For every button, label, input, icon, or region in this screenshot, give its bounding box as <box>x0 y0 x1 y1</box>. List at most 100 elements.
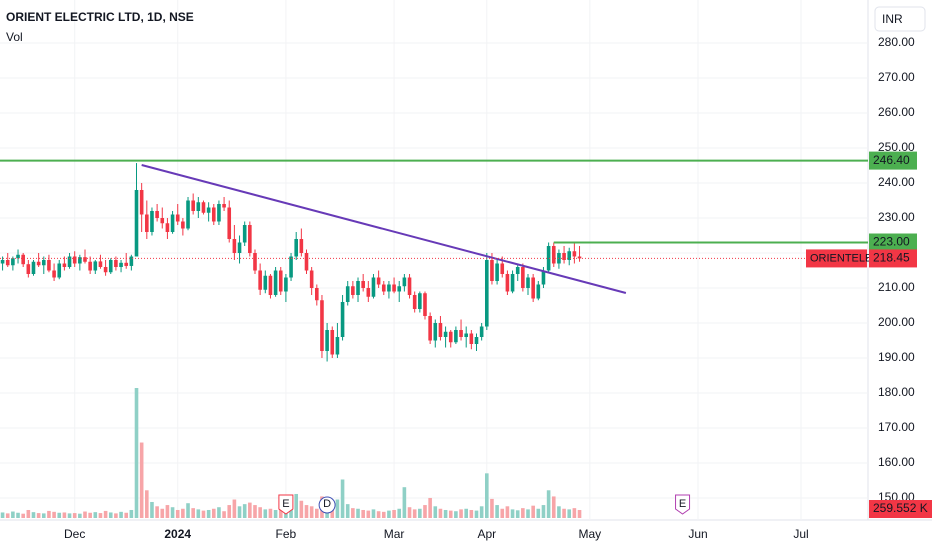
volume-bar <box>11 511 15 518</box>
x-tick-label: Apr <box>477 527 496 541</box>
volume-bar <box>31 512 36 518</box>
volume-bar <box>206 509 211 518</box>
volume-bar <box>83 511 87 518</box>
candle-body <box>181 221 185 229</box>
volume-bar <box>433 506 438 518</box>
candle-body <box>464 333 468 337</box>
volume-bar <box>88 512 92 518</box>
candle-body <box>304 253 309 271</box>
volume-bar <box>41 513 46 518</box>
volume-label-box <box>869 500 932 518</box>
x-tick-label: Mar <box>384 527 405 541</box>
volume-bar <box>232 499 237 518</box>
candle-body <box>227 207 232 239</box>
volume-bar <box>340 479 345 518</box>
candle-body <box>521 267 525 288</box>
candle-body <box>402 277 407 287</box>
volume-bar <box>253 505 257 518</box>
y-tick-label: 160.00 <box>878 455 915 469</box>
candle-body <box>11 258 15 266</box>
candle-body <box>490 260 494 281</box>
volume-bar <box>345 504 350 518</box>
symbol-label: ORIENTELEC <box>810 252 880 264</box>
event-marker <box>318 496 336 514</box>
volume-bar <box>381 511 386 518</box>
volume-bar <box>160 508 165 518</box>
y-tick-label: 190.00 <box>878 350 915 364</box>
volume-bar <box>175 509 180 518</box>
candle-body <box>72 256 77 264</box>
volume-bar <box>26 509 31 518</box>
currency-box[interactable] <box>874 6 926 32</box>
event-marker <box>675 494 691 515</box>
candle-body <box>309 270 314 288</box>
volume-bar <box>490 498 494 518</box>
currency-label[interactable]: INR <box>882 12 903 26</box>
candle-body <box>47 260 51 271</box>
volume-bar <box>376 511 381 518</box>
volume-bar <box>258 507 262 518</box>
volume-bar <box>551 496 556 518</box>
volume-bar <box>299 500 304 518</box>
candle-body <box>93 261 98 271</box>
volume-bar <box>93 512 98 518</box>
candle-body <box>242 225 247 243</box>
candle-body <box>191 200 195 211</box>
candle-body <box>572 251 577 257</box>
volume-bar <box>47 510 51 518</box>
volume-bar <box>361 509 365 518</box>
event-label[interactable]: E <box>679 498 686 510</box>
volume-bar <box>72 513 77 518</box>
volume-bar <box>201 510 206 518</box>
candle-body <box>289 256 293 278</box>
event-label[interactable]: E <box>282 498 289 510</box>
x-tick-label: 2024 <box>164 527 191 541</box>
volume-bar <box>418 508 422 518</box>
candle-body <box>515 267 520 274</box>
candle-body <box>57 263 62 278</box>
level-label: 246.40 <box>873 153 910 167</box>
candle-body <box>284 277 288 292</box>
volume-bar <box>155 506 159 518</box>
candle-body <box>325 330 329 351</box>
y-tick-label: 230.00 <box>878 210 915 224</box>
volume-bar <box>515 510 520 518</box>
candle-body <box>31 261 36 274</box>
volume-bar <box>309 506 314 518</box>
volume-bar <box>165 505 170 518</box>
candle-body <box>412 295 417 309</box>
x-tick-label: Dec <box>64 527 85 541</box>
volume-bar <box>546 490 551 518</box>
volume-bar <box>412 509 417 518</box>
candle-body <box>551 246 556 264</box>
volume-bar <box>392 509 396 518</box>
candle-body <box>139 190 144 215</box>
volume-bar <box>119 511 123 518</box>
candle-layer <box>0 163 582 362</box>
volume-bar <box>62 512 67 518</box>
y-tick-label: 250.00 <box>878 140 915 154</box>
candle-body <box>459 330 463 337</box>
x-tick-label: Jul <box>793 527 808 541</box>
candle-body <box>340 302 345 337</box>
x-tick-label: May <box>578 527 601 541</box>
volume-bar <box>484 473 489 518</box>
volume-bar <box>407 507 412 518</box>
event-label[interactable]: D <box>323 498 331 510</box>
candle-body <box>376 277 381 285</box>
candle-body <box>232 239 237 253</box>
candle-body <box>381 284 386 292</box>
candle-body <box>356 281 360 295</box>
volume-bar <box>248 502 252 518</box>
level-label-box <box>869 233 917 252</box>
candle-body <box>536 284 541 299</box>
volume-bar <box>217 507 221 518</box>
volume-bar <box>227 505 232 518</box>
symbol-label-box <box>806 249 867 268</box>
volume-bar <box>145 490 149 518</box>
candle-body <box>278 270 283 292</box>
candle-body <box>387 284 391 292</box>
